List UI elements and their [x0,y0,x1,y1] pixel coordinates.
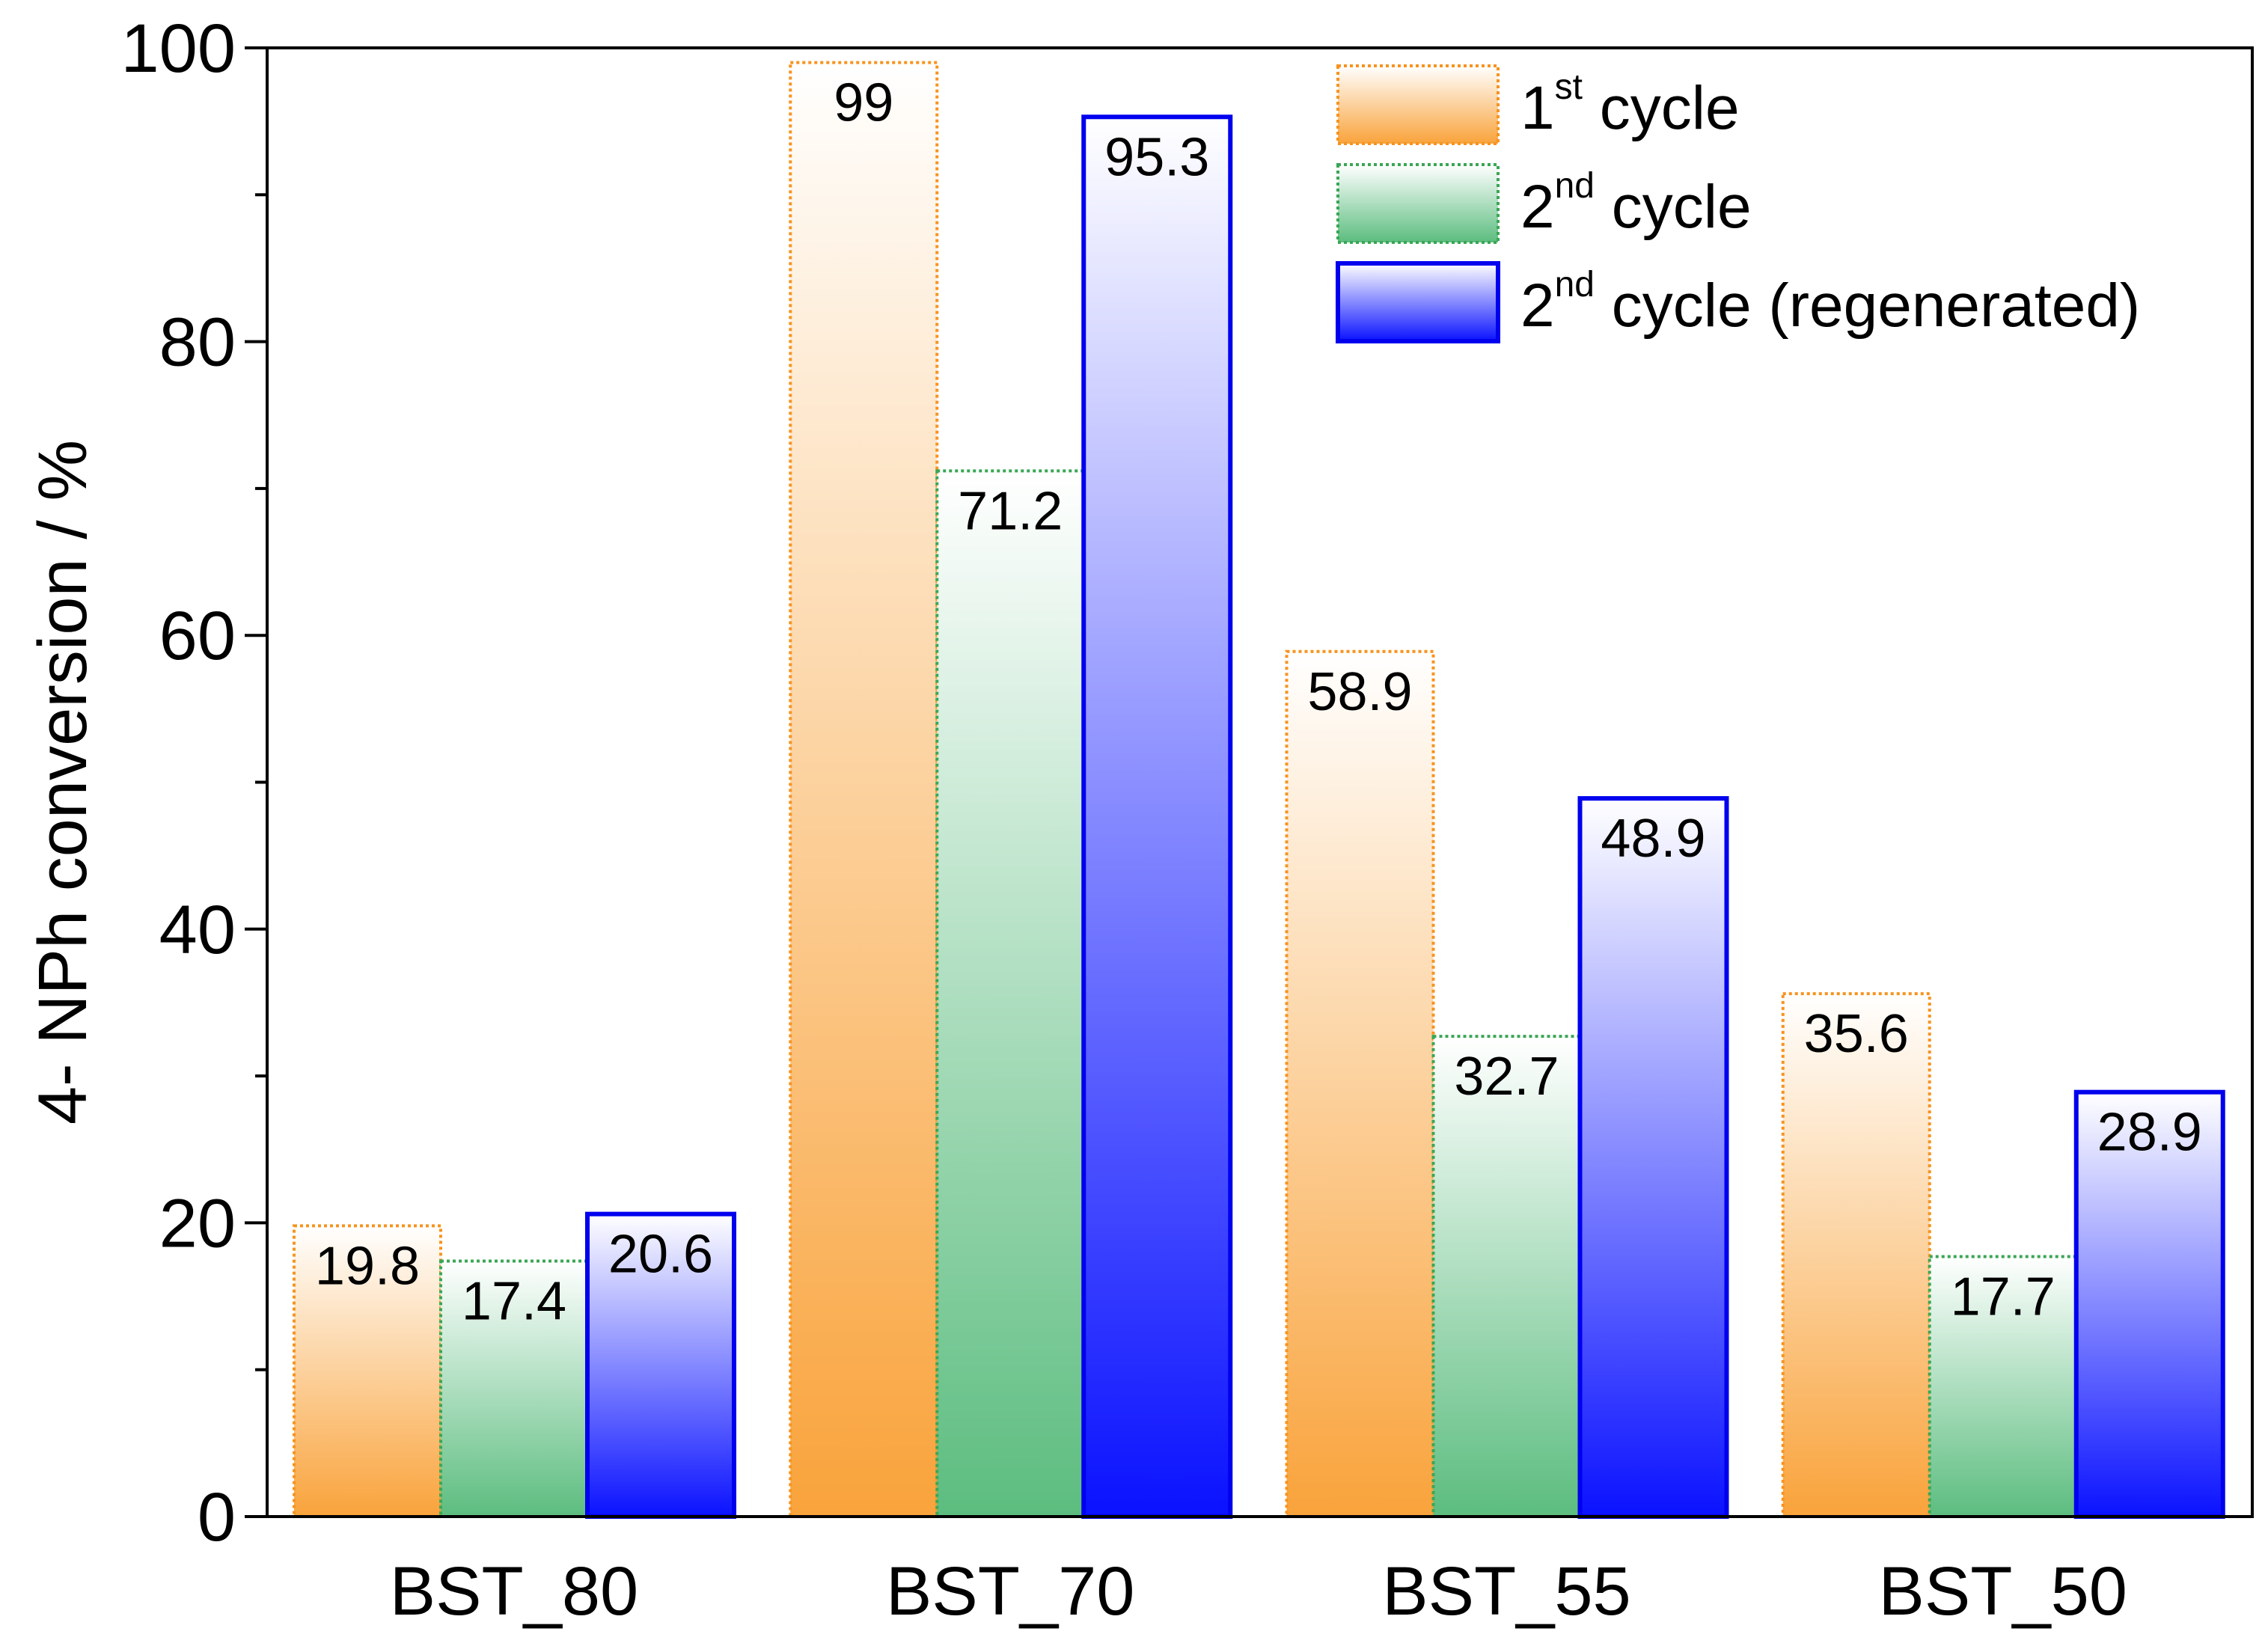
data-label-bst_55-series-3: 48.9 [1601,809,1705,869]
x-tick-label-bst_80: BST_80 [390,1553,638,1630]
bar-bst_70-series-2 [935,469,1086,1518]
data-label-bst_55-series-2: 32.7 [1454,1047,1559,1107]
bar-bst_80-series-1 [293,1224,442,1519]
bar-bst_70-series-3 [1081,114,1233,1520]
legend-label-series-1: 1st cycle [1520,67,1740,142]
data-label-bst_70-series-1: 99 [834,73,893,133]
y-tick-label-60: 60 [159,598,236,674]
x-tick-label-bst_55: BST_55 [1382,1553,1630,1630]
data-label-bst_50-series-2: 17.7 [1951,1267,2055,1327]
y-axis-label: 4- NPh conversion / % [25,440,101,1125]
y-tick-label-80: 80 [159,305,236,381]
legend-swatch-series-3 [1336,261,1500,343]
y-tick-label-100: 100 [121,10,236,87]
legend-label-series-3: 2nd cycle (regenerated) [1520,265,2140,340]
x-tick-label-bst_50: BST_50 [1879,1553,2127,1630]
x-tick-label-bst_70: BST_70 [886,1553,1134,1630]
bar-bst_50-series-3 [2073,1089,2225,1519]
bars-layer [293,61,2225,1520]
data-label-bst_50-series-1: 35.6 [1804,1004,1909,1064]
data-label-bst_70-series-3: 95.3 [1104,127,1209,187]
bar-bst_50-series-2 [1928,1255,2078,1518]
axis-ticks-layer: BST_80 BST_70 BST_55 BST_50 0 20 40 60 80 100 [121,10,2127,1630]
bar-bst_50-series-1 [1781,992,1931,1518]
bar-bst_55-series-2 [1431,1035,1582,1518]
bar-bst_70-series-1 [789,61,939,1518]
data-label-bst_80-series-3: 20.6 [608,1225,713,1285]
data-label-bst_55-series-1: 58.9 [1307,662,1412,722]
data-label-bst_80-series-1: 19.8 [315,1236,420,1296]
bar-bst_80-series-2 [439,1259,589,1518]
legend-swatch-series-1 [1336,64,1500,145]
y-tick-label-40: 40 [159,892,236,968]
bar-bst_80-series-3 [585,1211,736,1519]
data-label-bst_70-series-2: 71.2 [958,481,1063,541]
data-label-bst_50-series-3: 28.9 [2097,1103,2202,1163]
y-tick-label-0: 0 [198,1479,236,1555]
data-label-bst_80-series-2: 17.4 [462,1271,566,1331]
y-tick-label-20: 20 [159,1185,236,1261]
legend: 1st cycle 2nd cycle 2nd cycle (regenerated… [1336,64,2140,343]
legend-label-series-2: 2nd cycle [1520,166,1752,241]
data-labels-layer: 19.8 17.4 20.6 99 71.2 95.3 58.9 32.7 48.9 35.6 17… [315,73,2202,1332]
bar-bst_55-series-3 [1577,796,1729,1519]
legend-swatch-series-2 [1336,163,1500,244]
bar-bst_55-series-1 [1285,649,1435,1519]
